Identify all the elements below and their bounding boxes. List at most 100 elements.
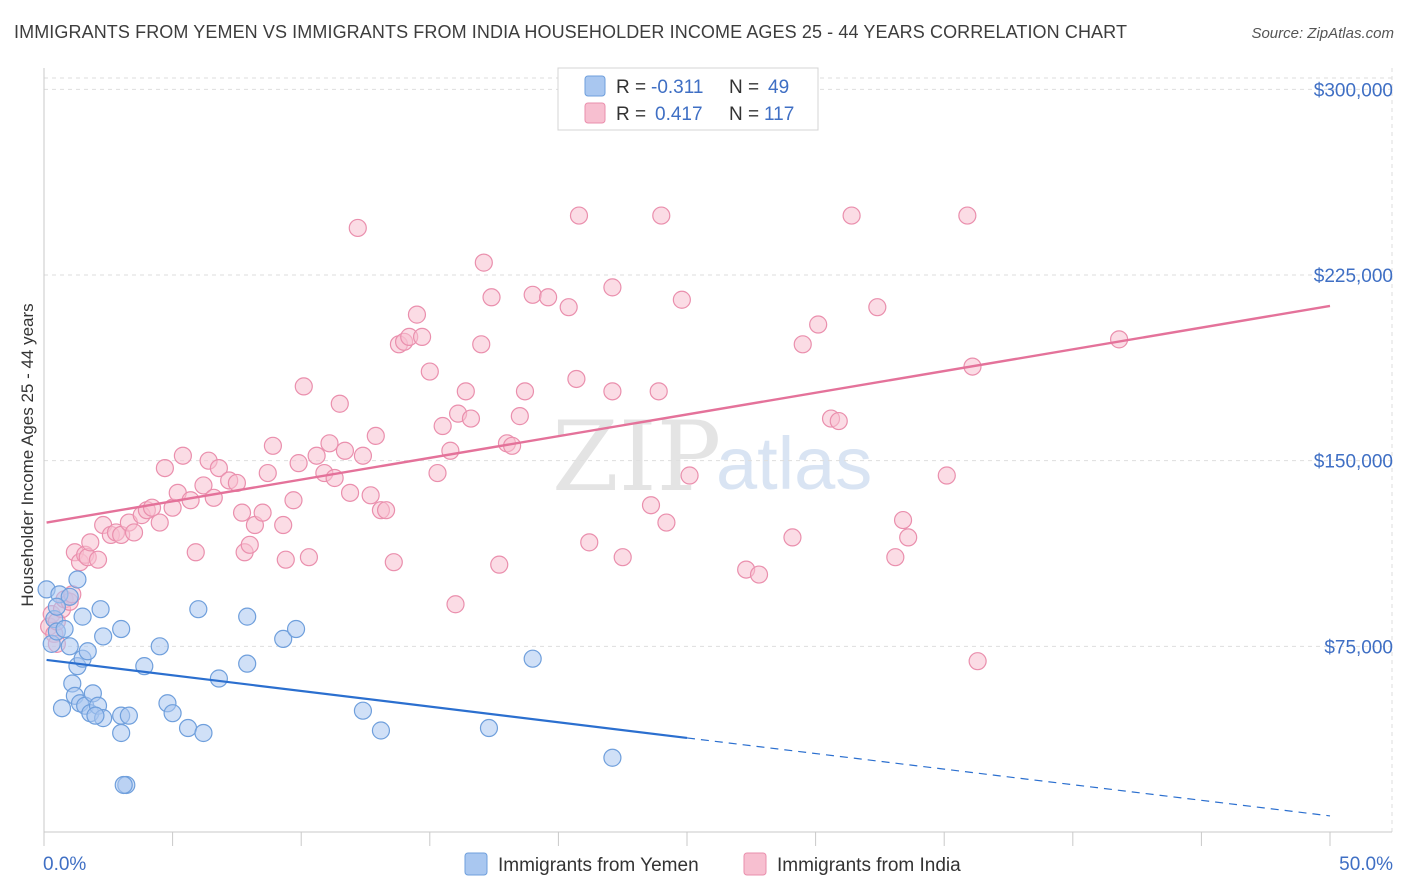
yemen-point <box>274 629 293 649</box>
india-point <box>420 362 439 381</box>
india-point <box>348 218 367 238</box>
india-point <box>209 458 228 478</box>
india-point <box>613 548 632 567</box>
yemen-series <box>37 570 622 795</box>
yemen-point <box>353 701 373 720</box>
yemen-point <box>112 619 131 639</box>
india-point <box>307 446 326 465</box>
india-trendline <box>46 304 1331 524</box>
axes <box>43 68 1392 833</box>
yemen-point <box>52 699 72 718</box>
india-point <box>456 382 475 401</box>
india-point <box>232 503 252 522</box>
yemen-point <box>60 637 79 656</box>
india-point <box>335 441 355 460</box>
yemen-point <box>91 600 110 619</box>
india-point <box>472 335 491 354</box>
india-point <box>958 206 977 225</box>
y-tick-labels: $75,000 $150,000 $225,000 $300,000 <box>1314 80 1393 658</box>
yemen-point <box>119 706 138 725</box>
india-point <box>899 528 918 547</box>
y-tick-label: $150,000 <box>1314 452 1393 473</box>
india-point <box>446 595 465 614</box>
india-point <box>294 377 313 396</box>
india-point <box>641 496 661 515</box>
india-point <box>384 553 403 572</box>
india-point <box>886 548 905 567</box>
yemen-point <box>189 600 208 619</box>
yemen-point <box>55 619 74 639</box>
yemen-point <box>603 748 622 767</box>
india-point <box>603 278 622 297</box>
india-point <box>482 288 501 307</box>
india-point <box>968 652 987 671</box>
india-point <box>539 288 558 307</box>
india-point <box>829 411 848 431</box>
india-point <box>155 458 174 478</box>
y-axis-label: Householder Income Ages 25 - 44 years <box>18 303 37 606</box>
yemen-point <box>114 775 133 795</box>
legend-india-r-value: 0.417 <box>655 104 703 125</box>
legend-yemen-r-value: -0.311 <box>651 77 703 98</box>
top-legend: R = -0.311 N = 49 R = 0.417 N = 117 <box>557 67 819 131</box>
india-point <box>124 523 144 542</box>
india-point <box>490 555 509 574</box>
india-point <box>361 486 380 505</box>
legend-yemen-n-value: 49 <box>768 77 789 98</box>
india-point <box>793 335 812 354</box>
india-point <box>672 290 691 309</box>
india-point <box>474 253 493 272</box>
india-point <box>263 436 283 455</box>
india-point <box>868 298 887 317</box>
india-point <box>567 369 586 389</box>
watermark-atlas: atlas <box>716 422 872 505</box>
india-point <box>649 382 668 401</box>
india-point <box>510 407 529 426</box>
yemen-point <box>238 607 257 626</box>
yemen-point <box>479 718 499 738</box>
chart-title: IMMIGRANTS FROM YEMEN VS IMMIGRANTS FROM… <box>14 22 1127 42</box>
india-point <box>407 305 427 324</box>
yemen-point <box>238 654 257 673</box>
india-point <box>240 535 259 554</box>
legend-india-n-value: 117 <box>764 104 794 125</box>
india-point <box>428 463 447 483</box>
india-point <box>81 533 100 552</box>
india-point <box>258 463 277 483</box>
yemen-point <box>112 723 131 743</box>
yemen-trendline-extrapolated <box>686 737 1331 817</box>
india-point <box>559 298 578 317</box>
india-point <box>274 515 293 535</box>
legend-india-r-label: R = <box>616 104 646 125</box>
y-tick-label: $75,000 <box>1324 637 1393 658</box>
bottom-legend: Immigrants from Yemen Immigrants from In… <box>464 852 961 876</box>
india-point <box>204 488 223 507</box>
yemen-point <box>86 706 105 725</box>
india-point <box>515 382 535 401</box>
india-point <box>441 441 460 460</box>
india-point <box>580 533 599 552</box>
india-point <box>749 565 769 584</box>
india-point <box>276 550 295 569</box>
india-point <box>353 446 373 465</box>
yemen-point <box>194 723 213 743</box>
india-point <box>150 513 169 532</box>
india-point <box>320 434 339 453</box>
india-point <box>186 543 205 562</box>
india-point <box>366 426 385 446</box>
legend-india-swatch <box>584 102 606 124</box>
source-label: Source: ZipAtlas.com <box>1251 25 1394 42</box>
india-point <box>376 501 396 520</box>
yemen-point <box>178 718 198 738</box>
india-point <box>657 513 676 532</box>
yemen-point <box>150 637 169 656</box>
india-point <box>569 206 589 225</box>
bottom-legend-india-swatch <box>743 852 767 876</box>
india-point <box>253 503 272 522</box>
yemen-point <box>47 597 66 616</box>
india-point <box>433 416 452 436</box>
india-point <box>340 483 360 502</box>
x-ticks <box>43 832 1331 846</box>
trend-lines <box>46 304 1331 817</box>
